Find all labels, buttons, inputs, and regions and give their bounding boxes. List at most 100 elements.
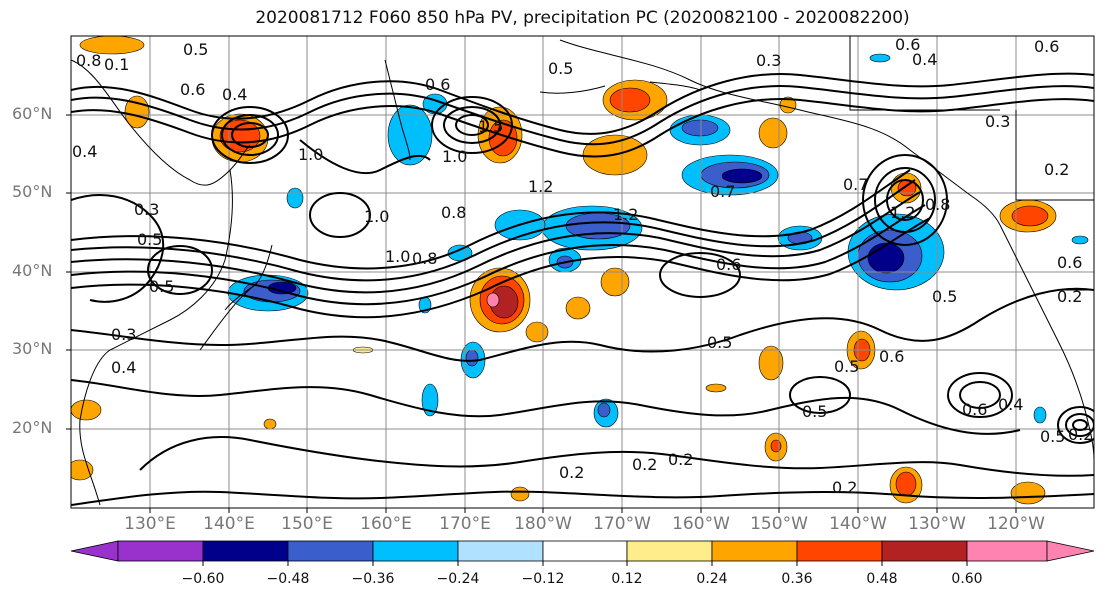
precip-blob (219, 119, 261, 153)
contour-label: 0.3 (111, 325, 136, 344)
contour-west (299, 139, 431, 175)
precip-anomaly-fills (71, 36, 1089, 505)
contour-label: 0.2 (632, 455, 657, 474)
colorbar-segment (287, 540, 374, 562)
precip-blob (758, 345, 784, 381)
contour-subtropic (71, 287, 1094, 362)
colorbar-segment (626, 540, 713, 562)
contour-label: 1.2 (528, 177, 553, 196)
coastlines (71, 36, 1094, 506)
precip-blob (525, 321, 549, 343)
contour-jet (71, 204, 926, 306)
contour-north (71, 98, 1094, 158)
colorbar-label: −0.60 (181, 571, 225, 587)
contour-loop (947, 372, 1013, 418)
precip-blob (1011, 205, 1049, 227)
coast-alaska (559, 39, 1001, 226)
lat-ticks (66, 114, 71, 430)
contour-label: 0.5 (137, 230, 162, 249)
lat-label: 30°N (12, 339, 53, 358)
precip-blob (510, 486, 530, 502)
colorbar-label: −0.36 (351, 571, 395, 587)
contour-loop (231, 122, 269, 148)
contour-label: 0.2 (1057, 287, 1082, 306)
precip-blob (758, 117, 788, 149)
contour-loop (221, 114, 279, 156)
colorbar-segment (117, 540, 204, 562)
lon-label: 130°W (908, 514, 966, 534)
colorbar-label: −0.12 (521, 571, 565, 587)
contour-label: 0.2 (1044, 160, 1069, 179)
colorbar-label: 0.60 (951, 571, 983, 587)
contour-label: 0.6 (425, 75, 450, 94)
contour-loop (1057, 406, 1094, 444)
contour-label: 0.5 (149, 277, 174, 296)
contour-subtropic (71, 379, 1021, 435)
contour-label: 0.8 (441, 203, 466, 222)
precip-blob (681, 119, 719, 137)
precip-blob (1071, 235, 1089, 245)
contour-loop (886, 179, 924, 221)
contour-label: 0.5 (1040, 427, 1065, 446)
contour-label: 0.6 (895, 35, 920, 54)
lat-label: 60°N (12, 104, 53, 123)
precip-blob (71, 399, 102, 421)
lon-label: 150°E (281, 514, 333, 534)
colorbar-segment (372, 540, 459, 562)
contour-loop (309, 192, 371, 238)
contour-label: 0.2 (1068, 425, 1093, 444)
contour-jet (71, 191, 921, 294)
contour-south (139, 436, 1094, 477)
colorbar-segment (711, 540, 798, 562)
contour-label: 0.4 (111, 358, 136, 377)
contour-label: 1.0 (385, 247, 410, 266)
lon-ticks (149, 508, 1017, 513)
colorbar-segment (70, 540, 119, 562)
colorbar-label: 0.36 (781, 571, 813, 587)
contour-label: 0.3 (756, 51, 781, 70)
lon-label: 150°W (750, 514, 808, 534)
colorbar-segment (1046, 540, 1095, 562)
precip-blob (565, 296, 591, 320)
precip-blob (263, 418, 277, 430)
contour-label: 0.2 (832, 478, 857, 497)
lon-label: 120°W (987, 514, 1045, 534)
coast-aleutians (539, 81, 701, 94)
precip-blob (1033, 406, 1047, 424)
colorbar-segment (202, 540, 289, 562)
contour-label: 0.2 (559, 463, 584, 482)
precip-blob (705, 383, 727, 393)
colorbar (70, 540, 1095, 562)
contour-label: 1.0 (364, 207, 389, 226)
precip-blob (867, 242, 905, 274)
contour-label: 0.2 (668, 450, 693, 469)
contour-loop (455, 114, 489, 136)
colorbar-segment (457, 540, 544, 562)
precip-blob (1010, 481, 1046, 505)
contour-label: 0.5 (932, 287, 957, 306)
precip-blob (609, 87, 651, 113)
coast-northamerica (999, 224, 1094, 461)
contour-loop (1065, 413, 1094, 437)
contour-loop (431, 96, 513, 154)
colorbar-segment (542, 540, 628, 562)
colorbar-ticks (202, 561, 968, 566)
precip-blob (721, 168, 763, 184)
lon-label: 170°W (593, 514, 651, 534)
colorbar-label: 0.12 (611, 571, 643, 587)
contour-loop (874, 167, 936, 233)
contour-label: 0.1 (104, 55, 129, 74)
lon-label: 160°E (360, 514, 412, 534)
contour-label: 1.0 (298, 145, 323, 164)
precip-blob (387, 104, 433, 166)
precip-blob (465, 349, 479, 367)
contour-loop (443, 106, 501, 144)
contour-jet (71, 179, 916, 282)
lat-label: 40°N (12, 261, 53, 280)
map-title: 2020081712 F060 850 hPa PV, precipitatio… (255, 8, 910, 28)
precip-blob (486, 292, 500, 308)
colorbar-segment (966, 540, 1048, 562)
contour-north (71, 85, 1094, 146)
lon-label: 180°W (514, 514, 572, 534)
contour-label: 0.6 (716, 255, 741, 274)
